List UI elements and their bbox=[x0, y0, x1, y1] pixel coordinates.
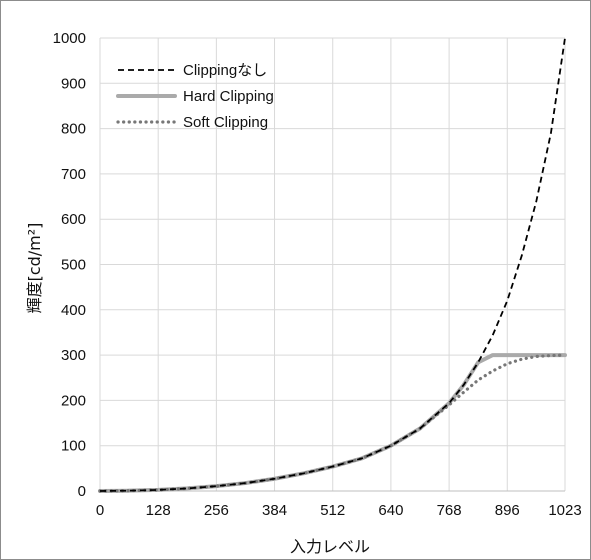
x-tick-label: 128 bbox=[146, 502, 171, 519]
y-tick-label: 600 bbox=[61, 211, 86, 228]
legend-label: Clippingなし bbox=[183, 62, 267, 79]
x-tick-label: 0 bbox=[96, 502, 104, 519]
x-tick-label: 256 bbox=[204, 502, 229, 519]
y-tick-label: 400 bbox=[61, 302, 86, 319]
legend: Clippingなし Hard Clipping Soft Clipping bbox=[116, 62, 274, 131]
y-tick-label: 100 bbox=[61, 438, 86, 455]
y-tick-label: 200 bbox=[61, 392, 86, 409]
x-tick-label: 896 bbox=[495, 502, 520, 519]
y-tick-label: 800 bbox=[61, 121, 86, 138]
y-tick-label: 0 bbox=[78, 483, 86, 500]
series-group bbox=[98, 37, 567, 493]
x-tick-label: 512 bbox=[320, 502, 345, 519]
legend-label: Soft Clipping bbox=[183, 114, 268, 131]
x-tick-label: 1023 bbox=[548, 502, 581, 519]
series-line-soft-clipping bbox=[98, 353, 567, 493]
y-axis-label: 輝度[cd/m²] bbox=[25, 223, 44, 314]
y-tick-label: 1000 bbox=[53, 30, 86, 47]
plot-border bbox=[99, 37, 566, 492]
y-tick-label: 500 bbox=[61, 257, 86, 274]
legend-label: Hard Clipping bbox=[183, 88, 274, 105]
x-ticks: 0 128 256 384 512 640 768 896 1023 bbox=[96, 502, 582, 519]
x-tick-label: 768 bbox=[437, 502, 462, 519]
y-tick-label: 900 bbox=[61, 75, 86, 92]
y-ticks: 0 100 200 300 400 500 600 700 800 900 1000 bbox=[53, 30, 86, 500]
grid bbox=[100, 37, 565, 491]
y-tick-label: 700 bbox=[61, 166, 86, 183]
y-tick-label: 300 bbox=[61, 347, 86, 364]
x-axis-label: 入力レベル bbox=[290, 537, 370, 556]
x-tick-label: 640 bbox=[378, 502, 403, 519]
x-tick-label: 384 bbox=[262, 502, 287, 519]
